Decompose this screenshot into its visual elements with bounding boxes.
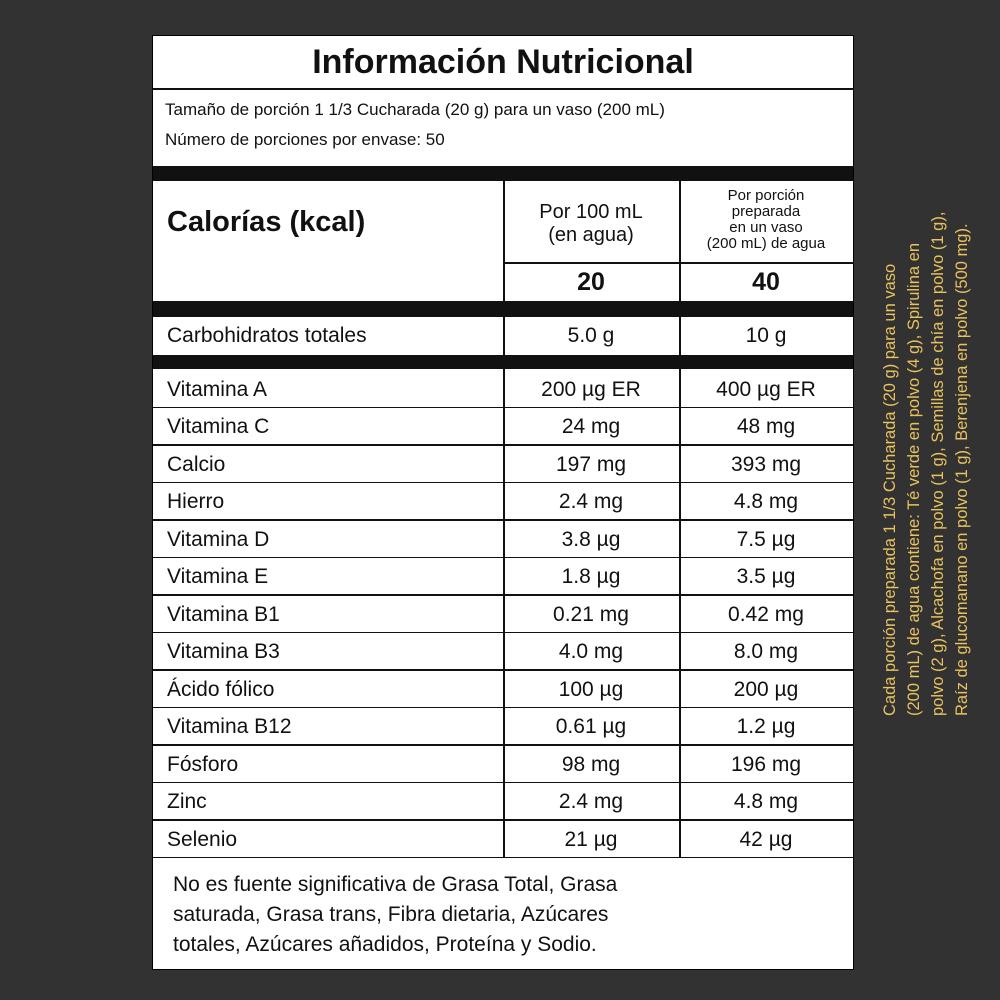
nutrient-value: 393 mg <box>730 452 802 476</box>
footer-line: totales, Azúcares añadidos, Proteína y S… <box>173 932 597 956</box>
nutrient-value: 200 µg ER <box>541 377 641 401</box>
column-header: Por porción preparada en un vaso (200 mL) d… <box>679 188 853 252</box>
nutrient-value: 8.0 mg <box>733 640 799 664</box>
nutrient-value: 5.0 g <box>567 324 615 347</box>
calories-value: 40 <box>752 267 780 296</box>
column-header-line: (200 mL) de agua <box>706 235 826 252</box>
column-rule <box>679 181 681 301</box>
nutrient-name: Fósforo <box>167 752 239 776</box>
nutrient-value: 21 µg <box>564 827 618 851</box>
calories-label: Calorías (kcal) <box>167 205 366 238</box>
nutrient-value: 400 µg ER <box>716 377 816 401</box>
thick-rule <box>153 355 853 369</box>
nutrient-value: 0.42 mg <box>728 602 804 626</box>
footer-line: saturada, Grasa trans, Fibra dietaria, A… <box>173 902 609 926</box>
nutrient-name: Hierro <box>167 490 225 514</box>
side-note-line: polvo (2 g), Alcachofa en polvo (1 g), S… <box>929 211 947 716</box>
column-header-line: preparada <box>731 203 801 220</box>
nutrient-value: 7.5 µg <box>736 527 796 551</box>
rule <box>153 88 853 90</box>
column-header-line: Por porción <box>727 187 805 204</box>
column-rule <box>503 369 505 857</box>
nutrient-name: Vitamina A <box>167 377 268 401</box>
side-note-line: Cada porción preparada 1 1/3 Cucharada (… <box>881 263 899 716</box>
nutrient-value: 1.8 µg <box>561 565 621 589</box>
nutrient-value: 1.2 µg <box>736 715 796 739</box>
nutrient-value: 0.21 mg <box>553 602 629 626</box>
nutrient-name: Ácido fólico <box>167 677 275 701</box>
nutrient-value: 98 mg <box>561 752 621 776</box>
nutrient-value: 196 mg <box>730 752 802 776</box>
column-header: Por 100 mL (en agua) <box>503 201 679 247</box>
calories-value: 20 <box>577 267 605 296</box>
nutrient-value: 2.4 mg <box>558 490 624 514</box>
thick-rule <box>153 301 853 317</box>
column-header-line: (en agua) <box>548 224 634 246</box>
nutrient-value: 200 µg <box>733 677 799 701</box>
column-rule <box>679 317 681 355</box>
nutrient-name: Zinc <box>167 790 207 814</box>
column-header-line: Por 100 mL <box>539 201 643 223</box>
column-rule <box>503 317 505 355</box>
nutrient-value: 24 mg <box>561 415 621 439</box>
column-header-line: en un vaso <box>729 219 803 236</box>
nutrient-name: Calcio <box>167 452 226 476</box>
thick-rule <box>153 166 853 181</box>
nutrient-value: 42 µg <box>739 827 793 851</box>
nutrient-name: Vitamina B3 <box>167 640 280 664</box>
nutrient-value: 197 mg <box>555 452 627 476</box>
rule <box>153 856 853 858</box>
nutrient-value: 4.8 mg <box>733 790 799 814</box>
title: Información Nutricional <box>312 43 694 81</box>
serving-line: Tamaño de porción 1 1/3 Cucharada (20 g)… <box>165 100 665 119</box>
footer-line: No es fuente significativa de Grasa Tota… <box>173 872 618 896</box>
nutrient-name: Selenio <box>167 827 238 851</box>
column-rule <box>679 369 681 857</box>
nutrient-name: Vitamina B12 <box>167 715 292 739</box>
side-note-line: Raíz de glucomanano en polvo (1 g), Bere… <box>953 223 971 716</box>
side-note-line: (200 mL) de agua contiene: Té verde en p… <box>905 243 923 716</box>
nutrient-name: Vitamina B1 <box>167 602 280 626</box>
serving-line: Número de porciones por envase: 50 <box>165 130 445 149</box>
nutrient-value: 0.61 µg <box>555 715 627 739</box>
nutrient-value: 4.0 mg <box>558 640 624 664</box>
side-note: Cada porción preparada 1 1/3 Cucharada (… <box>878 16 974 716</box>
nutrient-value: 4.8 mg <box>733 490 799 514</box>
nutrient-value: 3.5 µg <box>736 565 796 589</box>
nutrient-name: Carbohidratos totales <box>167 324 367 347</box>
nutrient-value: 3.8 µg <box>561 527 621 551</box>
nutrition-label: Información Nutricional Tamaño de porción… <box>152 35 854 970</box>
column-rule <box>503 262 853 264</box>
nutrient-value: 48 mg <box>736 415 796 439</box>
column-rule <box>503 181 505 301</box>
nutrient-name: Vitamina D <box>167 527 270 551</box>
nutrient-name: Vitamina E <box>167 565 269 589</box>
nutrient-value: 2.4 mg <box>558 790 624 814</box>
nutrient-name: Vitamina C <box>167 415 270 439</box>
nutrient-value: 100 µg <box>558 677 624 701</box>
nutrient-value: 10 g <box>745 324 787 347</box>
